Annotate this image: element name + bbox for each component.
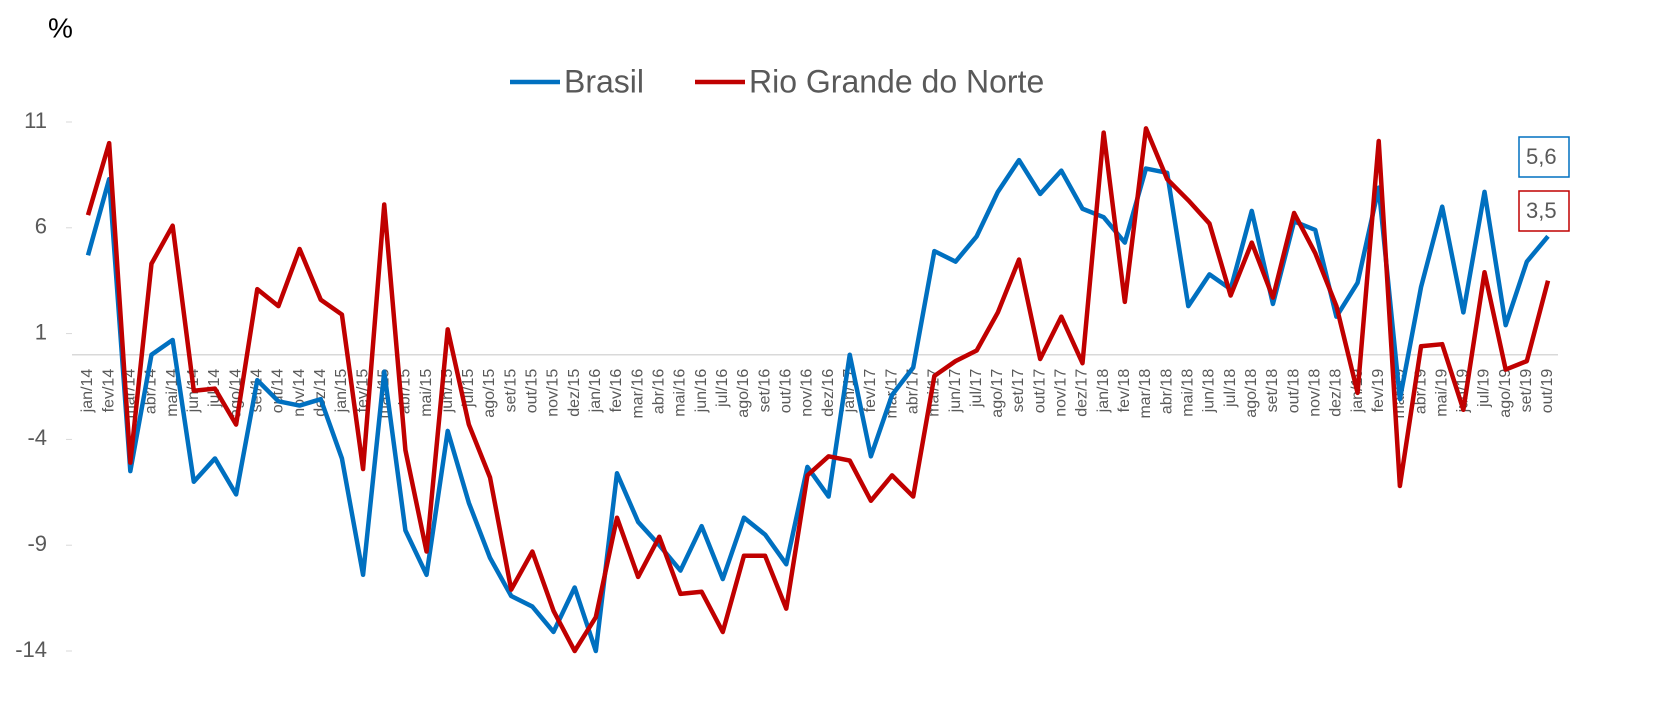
y-tick-label: -4 (27, 425, 47, 450)
x-tick-label: mar/18 (1137, 369, 1154, 419)
x-tick-label: fev/16 (608, 369, 625, 413)
x-tick-label: jun/16 (693, 369, 710, 414)
x-tick-label: out/16 (777, 369, 794, 414)
x-tick-label: jul/19 (1476, 369, 1493, 408)
series-line (85, 126, 1551, 654)
series-line (85, 157, 1550, 654)
x-tick-label: out/14 (270, 369, 287, 414)
x-tick-label: mai/19 (1433, 369, 1450, 417)
x-tick-label: jun/17 (947, 369, 964, 414)
x-tick-label: jul/16 (714, 369, 731, 408)
x-tick-label: nov/16 (799, 369, 816, 417)
data-label-box (1518, 190, 1570, 232)
x-tick-label: mai/18 (1180, 369, 1197, 417)
x-tick-label: nov/14 (291, 369, 308, 417)
x-tick-label: ago/19 (1497, 369, 1514, 418)
x-tick-label: mai/16 (672, 369, 689, 417)
x-tick-label: set/18 (1264, 369, 1281, 413)
x-tick-label: ago/15 (481, 369, 498, 418)
x-tick-label: jul/18 (1222, 369, 1239, 408)
x-tick-label: jan/14 (79, 369, 96, 414)
y-tick-label: 1 (35, 319, 47, 344)
x-tick-label: jan/18 (1095, 369, 1112, 414)
legend-label: Rio Grande do Norte (749, 63, 1044, 99)
x-tick-label: ago/18 (1243, 369, 1260, 418)
x-tick-label: set/19 (1518, 369, 1535, 413)
x-tick-label: abr/18 (1158, 369, 1175, 414)
x-tick-label: dez/15 (566, 369, 583, 417)
x-tick-label: dez/16 (820, 369, 837, 417)
legend-label: Brasil (564, 63, 644, 99)
x-tick-label: abr/16 (651, 369, 668, 414)
x-tick-label: set/17 (1010, 369, 1027, 413)
data-label: 3,5 (1526, 198, 1557, 223)
x-tick-label: jan/15 (333, 369, 350, 414)
x-tick-label: out/17 (1031, 369, 1048, 414)
data-label-box (1518, 136, 1570, 178)
chart-title: % (48, 12, 73, 43)
x-tick-label: set/15 (502, 369, 519, 413)
x-tick-label: nov/18 (1306, 369, 1323, 417)
y-tick-label: 11 (24, 108, 47, 133)
x-tick-label: jul/17 (968, 369, 985, 408)
x-tick-label: nov/15 (545, 369, 562, 417)
x-tick-label: nov/17 (1053, 369, 1070, 417)
x-tick-label: out/18 (1285, 369, 1302, 414)
x-tick-label: ago/17 (989, 369, 1006, 418)
x-tick-label: fev/18 (1116, 369, 1133, 413)
x-tick-label: jan/16 (587, 369, 604, 414)
x-tick-label: set/16 (756, 369, 773, 413)
x-tick-label: out/15 (524, 369, 541, 414)
x-tick-label: mar/16 (629, 369, 646, 419)
x-tick-label: mai/15 (418, 369, 435, 417)
y-tick-label: -9 (27, 531, 47, 556)
y-tick-label: 6 (35, 214, 47, 239)
x-tick-label: jun/18 (1201, 369, 1218, 414)
x-tick-label: dez/17 (1074, 369, 1091, 417)
y-tick-label: -14 (15, 637, 47, 662)
x-tick-label: fev/14 (100, 369, 117, 413)
data-label: 5,6 (1526, 144, 1557, 169)
x-tick-label: abr/17 (904, 369, 921, 414)
x-tick-label: dez/18 (1328, 369, 1345, 417)
x-tick-label: fev/17 (862, 369, 879, 413)
x-tick-label: out/19 (1539, 369, 1556, 414)
x-tick-label: ago/16 (735, 369, 752, 418)
x-tick-label: fev/19 (1370, 369, 1387, 413)
